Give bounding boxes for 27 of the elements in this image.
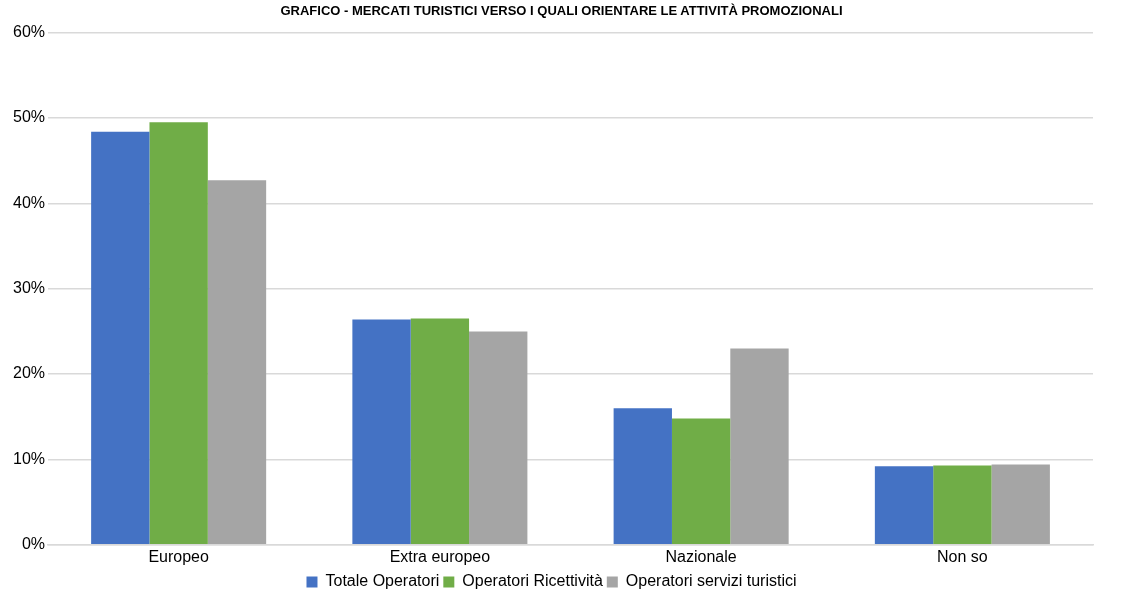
bar xyxy=(410,318,470,545)
bar xyxy=(352,319,411,545)
y-tick-label: 20% xyxy=(12,364,46,382)
y-tick-label: 30% xyxy=(12,279,46,297)
y-tick-label: 10% xyxy=(12,449,46,467)
y-tick-label: 40% xyxy=(12,193,46,211)
bar xyxy=(469,331,528,545)
bar xyxy=(613,408,672,545)
legend-label: Totale Operatori xyxy=(325,572,440,590)
y-tick-label: 50% xyxy=(12,108,46,126)
bar xyxy=(671,418,731,545)
x-tick-label: Extra europeo xyxy=(389,547,491,565)
x-tick-label: Nazionale xyxy=(665,547,737,565)
bar xyxy=(207,180,267,545)
bar xyxy=(933,465,992,545)
x-tick-label: Europeo xyxy=(148,547,209,565)
y-tick-label: 60% xyxy=(12,23,46,41)
x-tick-label: Non so xyxy=(937,547,988,565)
bar xyxy=(730,348,789,545)
chart-title: GRAFICO - MERCATI TURISTICI VERSO I QUALI ORIENTARE LE ATTIVITÀ PROMOZIONALI xyxy=(279,2,844,20)
legend-label: Operatori servizi turistici xyxy=(625,572,797,590)
bar xyxy=(991,464,1050,545)
legend-label: Operatori Ricettività xyxy=(462,572,603,590)
bar xyxy=(874,466,934,545)
bar xyxy=(149,122,208,545)
bar xyxy=(91,131,150,545)
y-tick-label: 0% xyxy=(21,535,46,553)
